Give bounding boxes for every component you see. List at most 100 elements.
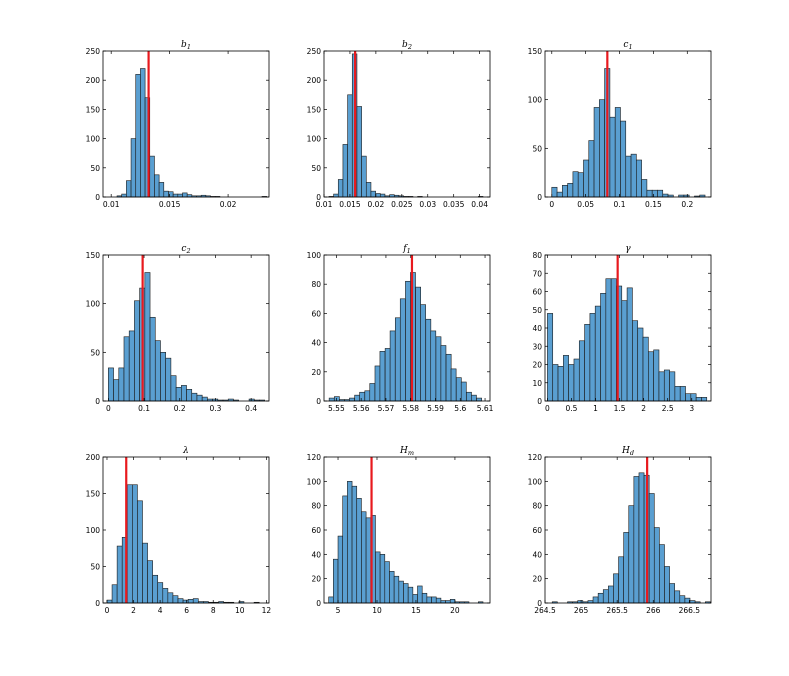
x-tick-label: 5.6 — [454, 404, 466, 413]
histogram-bar — [361, 511, 367, 604]
y-tick-label: 50 — [90, 348, 100, 357]
y-tick-label: 100 — [307, 135, 322, 144]
x-tick-label: 266 — [646, 606, 661, 615]
histogram-bar — [135, 74, 141, 198]
x-tick-label: 2.5 — [662, 404, 674, 413]
histogram-bar — [157, 582, 164, 604]
x-tick-label: 266.5 — [679, 606, 701, 615]
histogram-bar — [334, 396, 340, 402]
y-tick-label: 50 — [532, 306, 542, 315]
y-tick-label: 50 — [311, 164, 321, 173]
histogram-bar — [648, 351, 654, 402]
y-tick-label: 250 — [307, 47, 322, 56]
x-tick-label: 0.3 — [209, 404, 221, 413]
x-tick-label: 2 — [641, 404, 646, 413]
histogram-bar — [365, 182, 372, 198]
histogram-bar — [186, 389, 193, 402]
histogram-bar — [435, 597, 442, 604]
x-tick-label: 0.035 — [443, 200, 465, 209]
histogram-bar — [685, 393, 692, 402]
histogram-bar — [134, 300, 140, 402]
histogram-bar — [460, 381, 467, 402]
histogram-bar — [356, 106, 362, 198]
y-tick-label: 100 — [528, 96, 543, 105]
y-tick-label: 100 — [307, 251, 322, 260]
histogram-bar — [177, 193, 183, 198]
histogram-bar — [379, 193, 386, 198]
y-tick-label: 50 — [532, 144, 542, 153]
histogram-bar — [552, 364, 559, 402]
y-tick-label: 20 — [311, 575, 321, 584]
histogram-panel-4: 0 0.1 0.2 0.3 0.4 0 50 100 150 c2 — [86, 244, 270, 413]
y-tick-label: 200 — [86, 453, 101, 462]
histogram-bar — [614, 107, 621, 198]
histogram-bar — [144, 272, 151, 402]
y-tick-label: 120 — [307, 453, 322, 462]
x-tick-label: 0.015 — [339, 200, 361, 209]
histogram-bar — [158, 182, 165, 198]
panel-title: γ — [625, 244, 631, 254]
histogram-bar — [130, 138, 137, 198]
histogram-bar — [630, 153, 637, 198]
histogram-bar — [610, 278, 617, 402]
histogram-bar — [431, 596, 437, 604]
histogram-bar — [328, 596, 334, 604]
y-tick-label: 60 — [311, 309, 321, 318]
x-tick-label: 0.05 — [577, 200, 594, 209]
y-tick-label: 150 — [307, 105, 322, 114]
histogram-bar — [556, 191, 563, 198]
histogram-bar — [398, 580, 404, 604]
x-tick-label: 0.01 — [316, 200, 333, 209]
axes-frame — [544, 50, 712, 198]
histogram-bar — [379, 554, 386, 604]
histogram-bar — [351, 485, 358, 604]
y-tick-label: 60 — [311, 526, 321, 535]
y-tick-label: 100 — [86, 300, 101, 309]
histogram-bar — [659, 544, 665, 604]
x-tick-label: 0 — [106, 404, 111, 413]
histogram-bar — [651, 189, 658, 198]
histogram-bar — [347, 94, 353, 198]
histogram-bar — [374, 365, 381, 402]
histogram-bar — [342, 495, 348, 604]
x-tick-label: 5.61 — [477, 404, 494, 413]
histogram-panel-5: 5.55 5.56 5.57 5.58 5.59 5.6 5.61 0 20 40 60 80 100 f… — [307, 244, 494, 413]
histogram-bar — [701, 397, 708, 402]
histogram-bar — [594, 305, 601, 402]
histogram-bar — [588, 140, 595, 198]
histogram-bar — [632, 320, 639, 402]
histogram-bar — [389, 571, 395, 604]
panel-title: b1 — [181, 40, 191, 51]
histogram-bar — [121, 193, 127, 198]
histogram-bar — [394, 317, 401, 402]
histogram-bar — [123, 336, 130, 402]
histogram-bar — [430, 330, 437, 402]
x-tick-label: 5 — [336, 606, 341, 615]
histogram-bar — [149, 316, 156, 402]
y-tick-label: 150 — [86, 490, 101, 499]
histogram-bar — [328, 397, 335, 402]
y-tick-label: 50 — [90, 164, 100, 173]
histogram-bar — [602, 589, 609, 604]
histogram-bar — [445, 353, 452, 402]
histogram-bar — [165, 357, 172, 402]
histogram-bar — [393, 575, 400, 604]
histogram-bar — [364, 390, 371, 402]
histogram-bar — [389, 330, 396, 402]
histogram-bar — [142, 542, 148, 604]
x-tick-label: 0.04 — [471, 200, 488, 209]
y-tick-label: 20 — [532, 361, 542, 370]
x-tick-label: 8 — [211, 606, 216, 615]
histogram-bar — [191, 392, 198, 402]
histogram-bar — [147, 560, 153, 604]
histogram-bar — [626, 287, 633, 402]
x-tick-label: 265.5 — [606, 606, 628, 615]
histogram-bar — [664, 566, 670, 604]
histogram-bar — [653, 527, 660, 604]
x-tick-label: 0.2 — [681, 200, 693, 209]
histogram-bar — [600, 293, 607, 402]
histogram-bar — [637, 327, 644, 402]
x-tick-label: 0.5 — [565, 404, 577, 413]
histogram-bar — [163, 190, 169, 198]
x-tick-label: 5.57 — [378, 404, 395, 413]
